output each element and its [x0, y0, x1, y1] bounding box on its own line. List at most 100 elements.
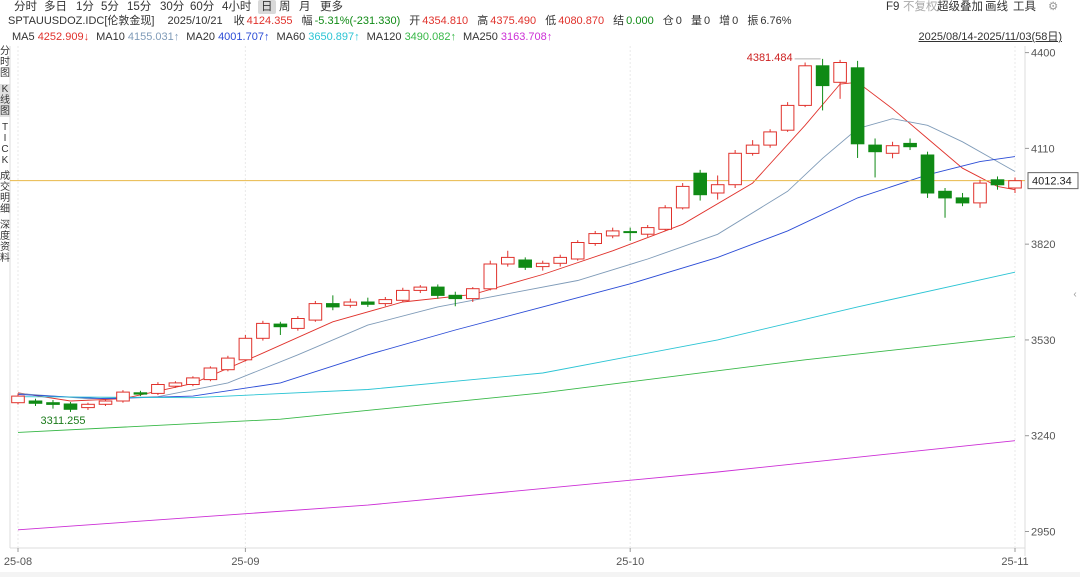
close-label: 收 — [233, 15, 245, 27]
ma-label-1: MA10 — [96, 31, 128, 43]
change-label: 幅 — [301, 15, 313, 27]
side-tab-0[interactable]: 分时图 — [0, 46, 10, 79]
amplitude-label: 振 — [747, 15, 759, 27]
period-tab-2[interactable]: 1分 — [76, 1, 94, 13]
collapse-panel-icon[interactable]: ‹ — [1073, 289, 1077, 300]
y-tick-label-5: 4400 — [1031, 48, 1055, 60]
candle-body-1 — [28, 400, 43, 404]
candle-body-36 — [640, 227, 655, 235]
side-tab-3[interactable]: 成交明细 — [0, 171, 10, 215]
candle-body-16 — [291, 318, 305, 329]
candle-body-12 — [221, 357, 235, 371]
candle-body-2 — [46, 402, 60, 405]
candle-body-43 — [763, 131, 777, 146]
ma-line-ma20 — [17, 156, 1016, 400]
period-tab-10[interactable]: 月 — [299, 1, 311, 13]
candle-body-52 — [920, 154, 935, 194]
period-tab-7[interactable]: 4小时 — [222, 1, 252, 13]
ma-label-4: MA120 — [366, 31, 405, 43]
candle-body-7 — [133, 392, 148, 395]
period-tab-6[interactable]: 60分 — [190, 1, 215, 13]
period-tab-11[interactable]: 更多 — [320, 1, 343, 13]
candle-body-13 — [238, 337, 253, 361]
settle-label: 结 — [613, 15, 625, 27]
period-tab-1[interactable]: 多日 — [44, 1, 67, 13]
candle-body-42 — [745, 144, 760, 154]
candle-body-22 — [396, 289, 410, 301]
toolbar-right-item-4[interactable]: 工具 — [1013, 1, 1036, 13]
candle-body-47 — [833, 62, 847, 83]
candle-body-30 — [535, 262, 550, 268]
ma-line-ma5 — [17, 81, 1016, 402]
x-tick-label-2: 25-10 — [616, 556, 644, 568]
ma-legend: MA5 4252.909↓ MA10 4155.031↑ MA20 4001.707… — [12, 30, 559, 44]
period-tab-0[interactable]: 分时 — [14, 1, 37, 13]
indicator-bar — [0, 572, 1080, 577]
candle-body-40 — [710, 184, 725, 194]
open-label: 开 — [409, 15, 421, 27]
candle-body-20 — [361, 301, 375, 305]
toolbar-right-item-0[interactable]: F9 — [886, 1, 900, 13]
x-tick-label-1: 25-09 — [231, 556, 259, 568]
candle-body-24 — [431, 286, 445, 296]
min-price-label: 3311.255 — [40, 415, 85, 427]
period-tab-8[interactable]: 日 — [258, 0, 276, 14]
toolbar-right-item-3[interactable]: 画线 — [985, 1, 1008, 13]
candle-body-53 — [938, 190, 952, 199]
candle-body-23 — [413, 286, 428, 291]
side-tab-4[interactable]: 深度资料 — [0, 220, 10, 264]
candle-body-46 — [815, 65, 830, 87]
ma-label-5: MA250 — [462, 31, 501, 43]
low-label: 低 — [545, 15, 557, 27]
y-tick-label-4: 4110 — [1031, 143, 1055, 155]
candle-body-5 — [98, 400, 113, 405]
candle-body-8 — [151, 384, 165, 394]
candle-body-4 — [81, 403, 95, 409]
current-price-label: 4012.34 — [1032, 176, 1072, 188]
period-toolbar: 分时 多日 1分 5分 15分 30分 60分 4小时日周月更多 F9 不复权 超级叠加 画线 工具 ⚙ — [0, 0, 1080, 14]
candle-body-3 — [63, 403, 78, 410]
candle-body-48 — [850, 67, 865, 145]
y-tick-label-3: 3820 — [1031, 239, 1055, 251]
candle-body-56 — [990, 179, 1005, 186]
quote-info-line: SPTAUUSDOZ.IDC[伦敦金现] 2025/10/21 收 4124.35… — [8, 14, 794, 29]
candle-body-35 — [623, 231, 638, 234]
high-label: 高 — [477, 15, 489, 27]
increase-label: 增 — [719, 15, 731, 27]
ma-label-2: MA20 — [186, 31, 219, 43]
change-value: -5.31%(-231.330) — [314, 15, 401, 27]
candle-body-33 — [588, 233, 603, 245]
open-value: 4354.810 — [422, 15, 469, 27]
gear-icon[interactable]: ⚙ — [1048, 1, 1059, 13]
candle-body-38 — [675, 185, 690, 209]
volume-label: 量 — [690, 15, 702, 27]
ma-label-0: MA5 — [12, 31, 38, 43]
candle-body-11 — [203, 367, 218, 381]
high-value: 4375.490 — [490, 15, 537, 27]
x-tick-label-0: 25-08 — [4, 556, 32, 568]
y-tick-label-2: 3530 — [1031, 335, 1055, 347]
ma-line-ma60 — [17, 271, 1016, 399]
date-range[interactable]: 2025/08/14-2025/11/03(58日) — [918, 31, 1062, 43]
period-tab-4[interactable]: 15分 — [127, 1, 152, 13]
candle-body-27 — [483, 263, 498, 290]
candle-body-44 — [780, 104, 795, 131]
toolbar-right-item-1[interactable]: 不复权 — [903, 1, 938, 13]
candle-body-15 — [273, 323, 288, 328]
candle-body-18 — [326, 303, 340, 308]
period-tab-3[interactable]: 5分 — [101, 1, 119, 13]
candle-body-37 — [658, 207, 673, 230]
candle-body-50 — [885, 145, 900, 154]
candle-body-49 — [868, 144, 882, 153]
toolbar-right-item-2[interactable]: 超级叠加 — [937, 1, 983, 13]
quote-date: 2025/10/21 — [167, 15, 223, 27]
ma-value-0: 4252.909↓ — [37, 31, 90, 43]
period-tab-5[interactable]: 30分 — [160, 1, 185, 13]
close-value: 4124.355 — [246, 15, 293, 27]
max-price-label: 4381.484 — [747, 52, 793, 64]
period-tab-9[interactable]: 周 — [279, 1, 291, 13]
